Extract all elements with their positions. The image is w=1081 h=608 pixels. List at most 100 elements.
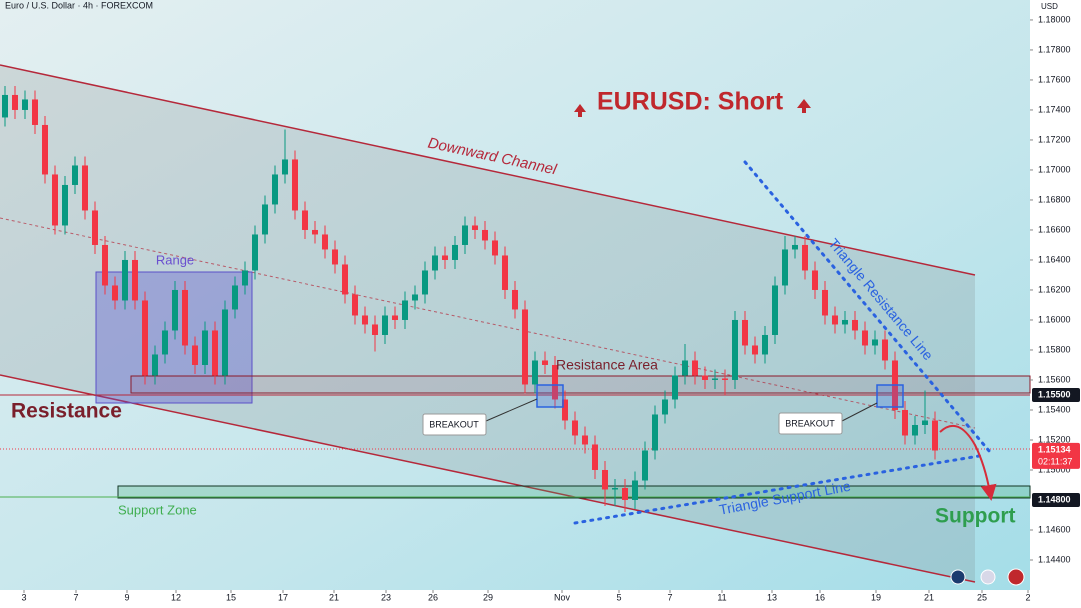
candle-body	[312, 229, 318, 235]
label-box	[422, 413, 487, 436]
candle-body	[772, 285, 778, 335]
price-axis-bg	[1030, 0, 1081, 608]
candle-body	[262, 204, 268, 235]
y-tick-label: 1.15000	[1038, 464, 1071, 474]
candle-body	[52, 174, 58, 226]
y-tick-label: 1.17600	[1038, 74, 1071, 84]
candle-body	[102, 244, 108, 286]
price-label: 1.15500	[1038, 389, 1071, 399]
candle-body	[782, 249, 788, 286]
candle-body	[172, 289, 178, 331]
countdown: 02:11:37	[1038, 456, 1072, 466]
candle-body	[392, 315, 398, 320]
candle-body	[252, 234, 258, 271]
y-tick-label: 1.18000	[1038, 14, 1071, 24]
candle-body	[212, 330, 218, 376]
candle-body	[492, 240, 498, 256]
candle-body	[542, 360, 548, 365]
candle-body	[432, 255, 438, 271]
candle-body	[842, 319, 848, 325]
price-label-box	[1032, 442, 1080, 469]
candle-body	[572, 420, 578, 436]
x-tick-label: 17	[278, 592, 288, 602]
support-zone-label: Support Zone	[118, 502, 197, 517]
icon	[1007, 568, 1025, 586]
candle-body	[82, 165, 88, 211]
header: Euro / U.S. Dollar · 4h · FOREXCOM	[5, 0, 153, 10]
candle-body	[322, 234, 328, 250]
candle-body	[92, 210, 98, 245]
resistance-label: Resistance	[11, 400, 122, 423]
candle-body	[422, 270, 428, 295]
support-label: Support	[935, 505, 1015, 528]
candle-body	[132, 259, 138, 301]
y-tick-label: 1.15200	[1038, 434, 1071, 444]
x-tick-label: Nov	[554, 592, 571, 602]
candle-body	[352, 294, 358, 316]
y-tick-label: 1.15400	[1038, 404, 1071, 414]
y-tick-label: 1.17800	[1038, 44, 1071, 54]
x-tick-label: 29	[483, 592, 493, 602]
candle-body	[562, 399, 568, 421]
candle-body	[822, 289, 828, 316]
candle-body	[852, 319, 858, 331]
candle-body	[462, 225, 468, 245]
currency: USD	[1041, 2, 1058, 11]
candle-body	[612, 487, 618, 490]
breakout-label: BREAKOUT	[429, 419, 479, 429]
candle-body	[482, 229, 488, 241]
candle-body	[662, 399, 668, 415]
icon	[980, 569, 996, 585]
candle-body	[632, 480, 638, 500]
y-tick-label: 1.15800	[1038, 344, 1071, 354]
candle-body	[62, 184, 68, 226]
candle-body	[72, 165, 78, 185]
candle-body	[402, 300, 408, 320]
breakout-label: BREAKOUT	[785, 418, 835, 428]
up-arrow	[574, 104, 586, 117]
projection-arrow	[939, 424, 997, 501]
resistance-area	[130, 375, 1031, 394]
candle-body	[622, 487, 628, 500]
x-tick-label: 7	[73, 592, 78, 602]
candle-body	[532, 360, 538, 385]
candle-body	[552, 364, 558, 400]
x-tick-label: 25	[977, 592, 987, 602]
candle-body	[372, 324, 378, 335]
candle-body	[42, 124, 48, 175]
candle-body	[332, 249, 338, 265]
candle-body	[382, 315, 388, 335]
candle-body	[682, 360, 688, 376]
candle-body	[752, 345, 758, 355]
candle-body	[512, 289, 518, 310]
candle-body	[232, 285, 238, 310]
x-tick-label: 23	[381, 592, 391, 602]
x-tick-label: 21	[924, 592, 934, 602]
candle-body	[692, 360, 698, 376]
label-box	[778, 412, 843, 435]
candle-body	[812, 270, 818, 290]
x-tick-label: 2	[1025, 592, 1030, 602]
x-tick-label: 5	[616, 592, 621, 602]
y-tick-label: 1.17400	[1038, 104, 1071, 114]
x-tick-label: 7	[667, 592, 672, 602]
candle-body	[882, 339, 888, 361]
y-tick-label: 1.16600	[1038, 224, 1071, 234]
candle-body	[192, 345, 198, 365]
x-tick-label: 13	[767, 592, 777, 602]
connector	[485, 398, 538, 422]
candle-body	[652, 414, 658, 451]
triangle-resistance	[743, 160, 992, 454]
x-tick-label: 15	[226, 592, 236, 602]
candle-body	[732, 319, 738, 380]
candle-body	[152, 354, 158, 376]
candle-body	[522, 309, 528, 385]
candle-body	[902, 409, 908, 436]
candle-body	[792, 244, 798, 250]
x-tick-label: 9	[124, 592, 129, 602]
candle-body	[742, 319, 748, 346]
channel-lower	[0, 374, 976, 583]
candle-body	[762, 334, 768, 355]
candle-body	[872, 339, 878, 346]
